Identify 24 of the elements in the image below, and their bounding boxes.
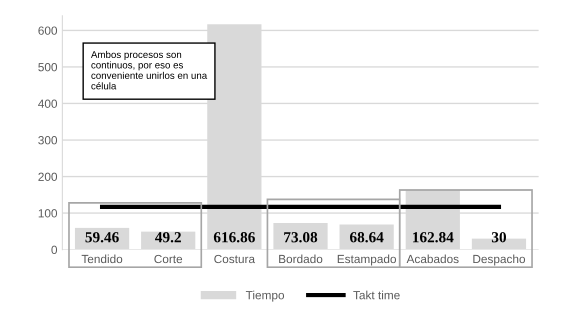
- x-tick-label: Costura: [214, 254, 256, 264]
- data-label: 616.86: [214, 232, 255, 242]
- annotation: Ambos procesos son continuos, por eso es conveniente unirlos en una célula: [90, 50, 208, 90]
- y-tick-label: 200: [38, 172, 58, 181]
- data-label: 68.64: [350, 232, 384, 242]
- legend-label: Tiempo: [246, 290, 284, 302]
- x-tick-label: Despacho: [473, 254, 526, 266]
- y-tick-label: 600: [38, 26, 58, 35]
- data-label: 49.2: [155, 232, 181, 242]
- y-tick-label: 0: [51, 246, 58, 254]
- y-tick-label: 300: [38, 136, 58, 144]
- y-tick-label: 400: [38, 100, 58, 108]
- data-label: 30: [492, 232, 506, 242]
- x-tick-label: Bordado: [279, 254, 322, 264]
- x-tick-label: Tendido: [82, 254, 122, 264]
- y-tick-label: 500: [38, 62, 58, 72]
- data-label: 162.84: [413, 232, 454, 242]
- data-label: 73.08: [284, 232, 318, 242]
- data-label: 59.46: [85, 232, 119, 242]
- x-tick-label: Estampado: [338, 254, 396, 266]
- legend-label: Takt time: [353, 290, 400, 300]
- y-tick-label: 100: [38, 209, 58, 218]
- x-tick-label: Corte: [154, 254, 182, 264]
- x-tick-label: Acabados: [406, 254, 459, 264]
